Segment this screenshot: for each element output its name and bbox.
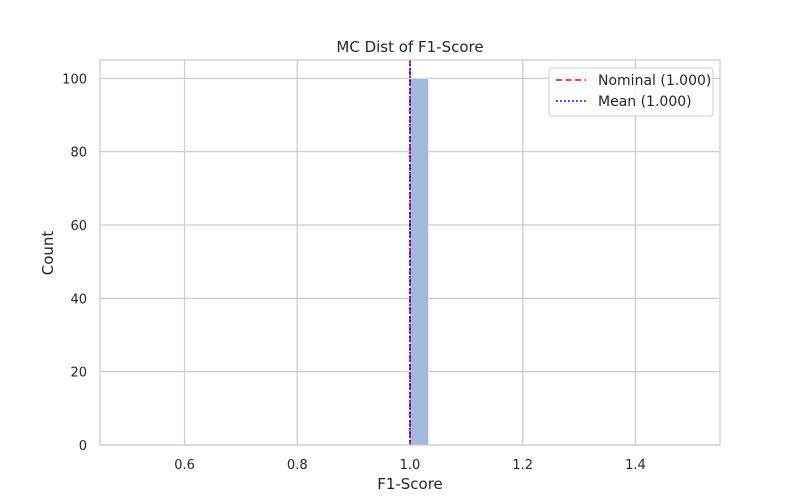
legend: Nominal (1.000) Mean (1.000): [548, 67, 714, 117]
x-tick-labels: 0.6 0.8 1.0 1.2 1.4: [174, 458, 646, 473]
y-tick-label: 100: [62, 72, 87, 87]
y-axis-label: Count: [39, 231, 57, 276]
x-tick-label: 1.2: [512, 458, 533, 473]
y-tick-label: 0: [79, 439, 87, 454]
y-tick-labels: 0 20 40 60 80 100: [62, 72, 87, 454]
x-tick-label: 0.6: [174, 458, 195, 473]
legend-box: [548, 67, 714, 117]
legend-label: Mean (1.000): [598, 94, 692, 110]
x-axis-label: F1-Score: [377, 475, 443, 493]
y-tick-label: 40: [70, 292, 87, 307]
y-tick-label: 20: [70, 366, 87, 381]
y-tick-label: 60: [70, 219, 87, 234]
x-tick-label: 1.4: [625, 458, 646, 473]
chart-title: MC Dist of F1-Score: [336, 38, 483, 56]
x-tick-label: 1.0: [400, 458, 421, 473]
histogram-bar: [409, 78, 429, 446]
y-tick-label: 80: [70, 146, 87, 161]
plot-frame: [99, 59, 721, 446]
legend-label: Nominal (1.000): [598, 73, 711, 89]
x-tick-label: 0.8: [287, 458, 308, 473]
histogram-bars: [409, 78, 429, 446]
